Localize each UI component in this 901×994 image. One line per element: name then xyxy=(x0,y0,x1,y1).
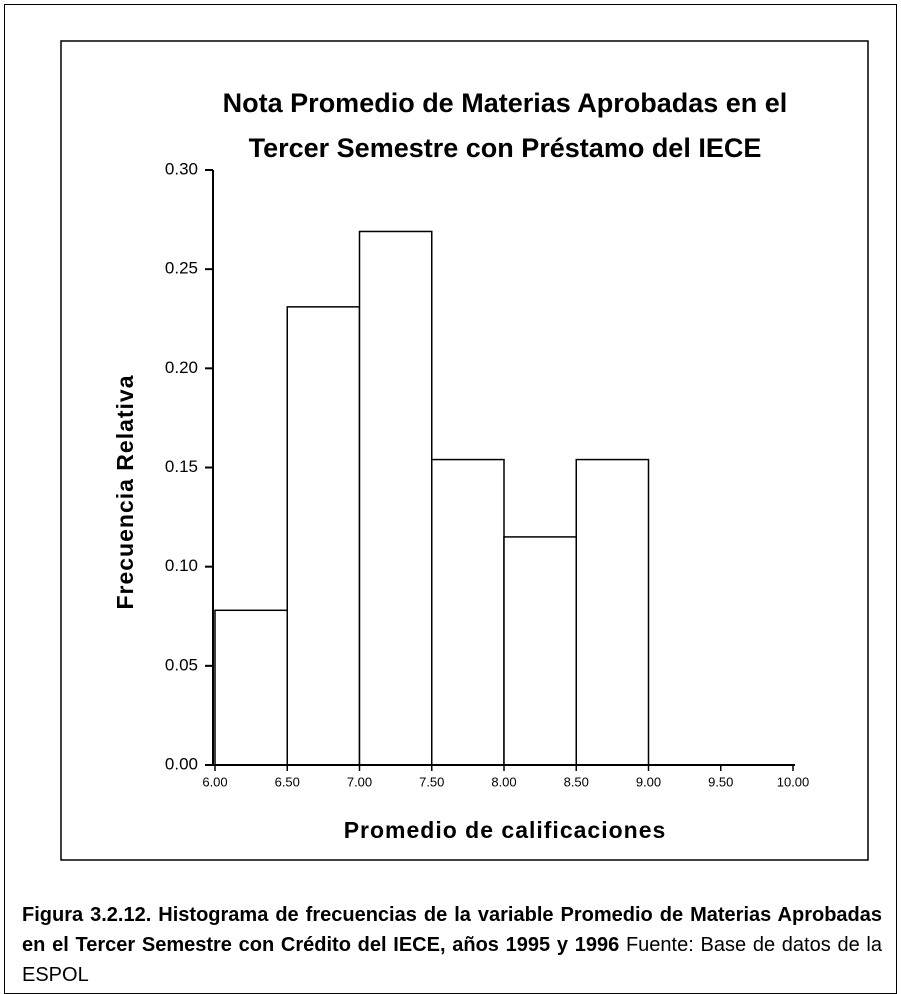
y-tick-label: 0.20 xyxy=(165,358,198,377)
bar xyxy=(214,609,288,766)
bar xyxy=(503,536,577,766)
x-tick-label: 8.50 xyxy=(564,774,589,789)
chart-title: Nota Promedio de Materias Aprobadas en e… xyxy=(223,88,788,118)
caption-text: Figura 3.2.12. Histograma de frecuencias… xyxy=(22,904,882,956)
y-tick-label: 0.05 xyxy=(165,655,198,674)
y-tick-label: 0.00 xyxy=(165,754,198,773)
source-text: Fuente: Base de datos de la ESPOL xyxy=(22,934,882,986)
y-tick-label: 0.25 xyxy=(165,259,198,278)
bar xyxy=(286,306,361,766)
y-axis-label: Frecuencia Relativa xyxy=(112,374,138,609)
x-tick-label: 7.50 xyxy=(419,774,444,789)
chart-border xyxy=(60,40,869,861)
x-tick-label: 6.50 xyxy=(275,774,300,789)
x-axis-label: Promedio de calificaciones xyxy=(344,817,667,843)
y-tick-label: 0.10 xyxy=(165,556,198,575)
x-tick-label: 6.00 xyxy=(202,774,227,789)
caption: Figura 3.2.12. Histograma de frecuencias… xyxy=(22,900,882,990)
x-tick-label: 10.00 xyxy=(777,774,810,789)
y-tick-label: 0.30 xyxy=(165,159,198,178)
y-tick-label: 0.15 xyxy=(165,457,198,476)
x-tick-label: 9.00 xyxy=(636,774,661,789)
x-tick-label: 7.00 xyxy=(347,774,372,789)
x-tick-label: 9.50 xyxy=(708,774,733,789)
bar xyxy=(358,230,433,766)
bar xyxy=(431,458,505,766)
bar xyxy=(575,458,650,766)
chart-title: Tercer Semestre con Préstamo del IECE xyxy=(249,133,762,163)
x-tick-label: 8.00 xyxy=(491,774,516,789)
